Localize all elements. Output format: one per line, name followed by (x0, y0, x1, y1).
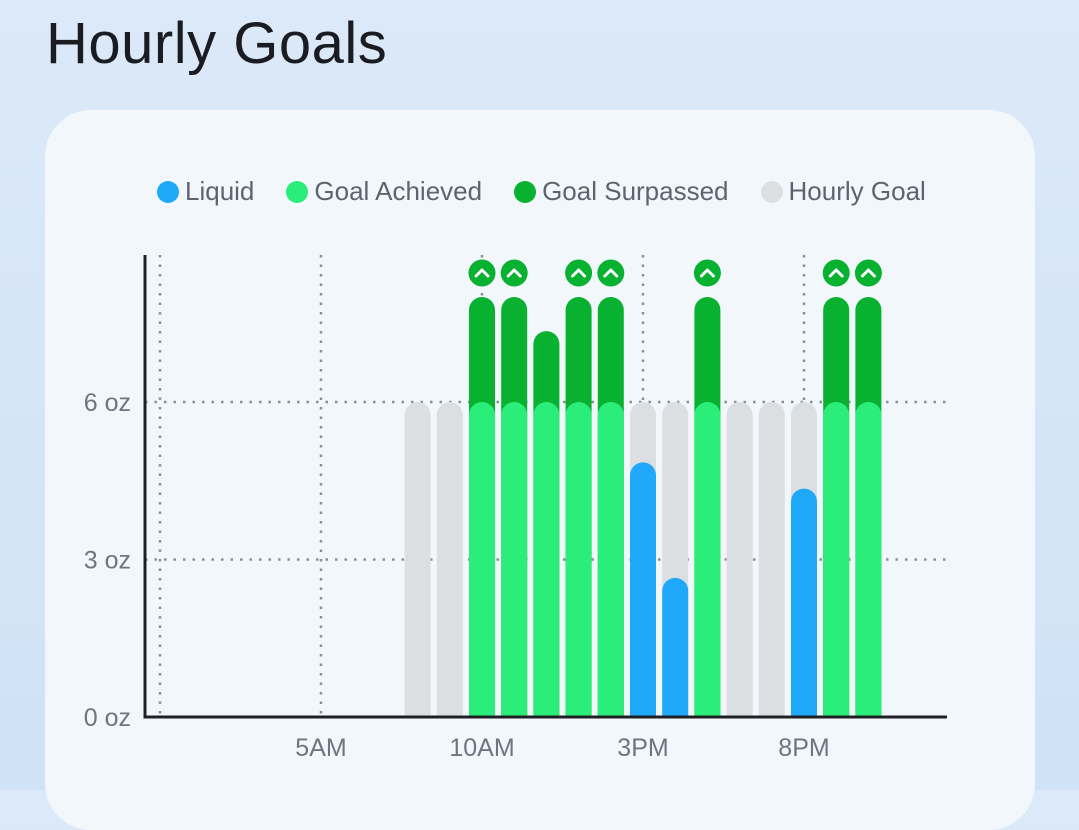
chevron-up-icon (860, 268, 876, 278)
bar-liquid (662, 577, 689, 717)
legend-dot-liquid (157, 180, 179, 203)
bar-goal-achieved (855, 402, 882, 717)
chevron-up-icon (571, 268, 587, 278)
bar-goal-achieved (694, 402, 721, 717)
overflow-chevron-up-icon (693, 259, 721, 287)
overflow-chevron-up-icon (854, 259, 882, 287)
overflow-chevron-up-icon (565, 259, 593, 287)
bar-liquid (630, 462, 656, 717)
legend-item-goal-achieved[interactable]: Goal Achieved (286, 176, 482, 207)
chart-legend: Liquid Goal Achieved Goal Surpassed Hour… (157, 176, 958, 207)
legend-label-hourly-goal: Hourly Goal (788, 176, 926, 206)
legend-item-liquid[interactable]: Liquid (157, 176, 254, 207)
overflow-chevron-up-icon (468, 259, 496, 287)
chevron-up-icon (603, 268, 619, 278)
overflow-chevron-up-icon (500, 259, 528, 287)
bar-hourly-goal (436, 402, 463, 717)
legend-label-goal-surpassed: Goal Surpassed (542, 176, 729, 206)
bar-goal-achieved (823, 402, 850, 717)
bar-hourly-goal (758, 402, 785, 717)
x-tick-label: 10AM (449, 734, 514, 762)
bar-goal-achieved (469, 402, 495, 717)
chevron-up-icon (506, 268, 522, 278)
y-tick-label: 3 oz (84, 547, 131, 575)
chevron-up-icon (699, 268, 715, 278)
y-tick-label: 0 oz (84, 704, 131, 732)
legend-item-hourly-goal[interactable]: Hourly Goal (760, 176, 926, 207)
legend-item-goal-surpassed[interactable]: Goal Surpassed (514, 176, 729, 207)
chevron-up-icon (474, 268, 490, 278)
x-tick-label: 8PM (778, 734, 829, 762)
legend-label-goal-achieved: Goal Achieved (314, 176, 483, 206)
chevron-up-icon (828, 268, 844, 278)
legend-dot-goal-achieved (286, 180, 309, 203)
legend-dot-goal-surpassed (514, 180, 537, 203)
bar-goal-achieved (597, 402, 624, 717)
hourly-goals-chart: 0 oz 3 oz 6 oz 5AM 10AM 3PM 8PM (84, 255, 947, 762)
bar-liquid (791, 488, 817, 717)
bar-hourly-goal (404, 402, 431, 717)
legend-label-liquid: Liquid (185, 176, 255, 206)
bar-goal-achieved (565, 402, 592, 717)
bar-goal-achieved (501, 402, 528, 717)
page-title: Hourly Goals (46, 11, 388, 76)
overflow-chevron-up-icon (597, 259, 625, 287)
legend-dot-hourly-goal (760, 180, 783, 203)
bar-hourly-goal (726, 402, 753, 717)
y-tick-label: 6 oz (84, 389, 131, 417)
overflow-chevron-up-icon (822, 259, 850, 287)
x-tick-label: 5AM (295, 734, 346, 762)
x-tick-label: 3PM (617, 734, 668, 762)
bar-goal-achieved (533, 402, 560, 717)
